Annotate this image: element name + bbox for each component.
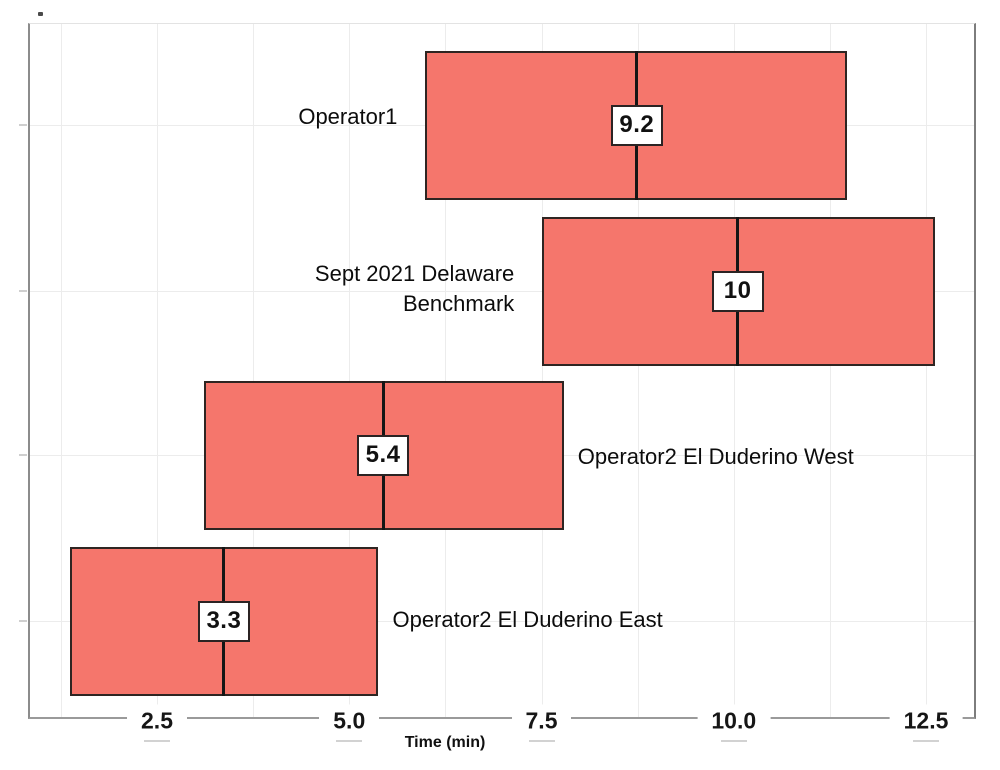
y-axis-tick — [19, 454, 27, 456]
category-label: Operator2 El Duderino West — [578, 442, 854, 472]
x-tick-label: 10.0 — [697, 704, 771, 738]
vertical-gridline — [541, 24, 543, 718]
x-tick-label: 12.5 — [889, 704, 963, 738]
category-label-line: Benchmark — [403, 291, 515, 316]
x-tick-label: 5.0 — [319, 704, 380, 738]
vertical-gridline — [157, 24, 158, 718]
y-axis-tick — [19, 124, 27, 126]
x-tick-dash — [144, 740, 170, 742]
x-tick-dash — [336, 740, 363, 742]
screen-artifact-dot — [38, 12, 43, 16]
y-axis-tick — [19, 620, 27, 622]
category-label: Sept 2021 Delaware Benchmark — [315, 259, 514, 319]
x-axis-title: Time (min) — [404, 734, 486, 751]
vertical-gridline — [60, 24, 62, 718]
category-label-line: Operator1 — [298, 104, 398, 129]
category-label-line: Operator2 El Duderino West — [577, 444, 854, 469]
vertical-gridline — [349, 24, 351, 718]
x-tick-dash — [720, 740, 747, 742]
plot-area-border — [28, 23, 976, 719]
x-tick-dash — [913, 740, 939, 742]
y-axis-tick — [19, 290, 27, 292]
category-label: Operator2 El Duderino East — [392, 605, 662, 635]
x-tick-label: 2.5 — [127, 704, 187, 738]
category-label: Operator1 — [298, 102, 397, 132]
value-label: 9.2 — [610, 104, 663, 146]
category-label-line: Sept 2021 Delaware — [314, 261, 515, 286]
category-label-line: Operator2 El Duderino East — [392, 607, 663, 632]
horizontal-gridline — [30, 291, 974, 292]
vertical-gridline — [445, 24, 447, 718]
x-tick-dash — [528, 740, 555, 742]
vertical-gridline — [829, 24, 831, 718]
value-label: 10 — [711, 270, 764, 312]
horizontal-gridline — [30, 621, 974, 622]
vertical-gridline — [733, 24, 735, 718]
value-label: 5.4 — [357, 434, 410, 476]
x-tick-label: 7.5 — [511, 704, 572, 738]
vertical-gridline — [926, 24, 927, 718]
value-label: 3.3 — [197, 600, 250, 642]
vertical-gridline — [253, 24, 255, 718]
vertical-gridline — [637, 24, 639, 718]
